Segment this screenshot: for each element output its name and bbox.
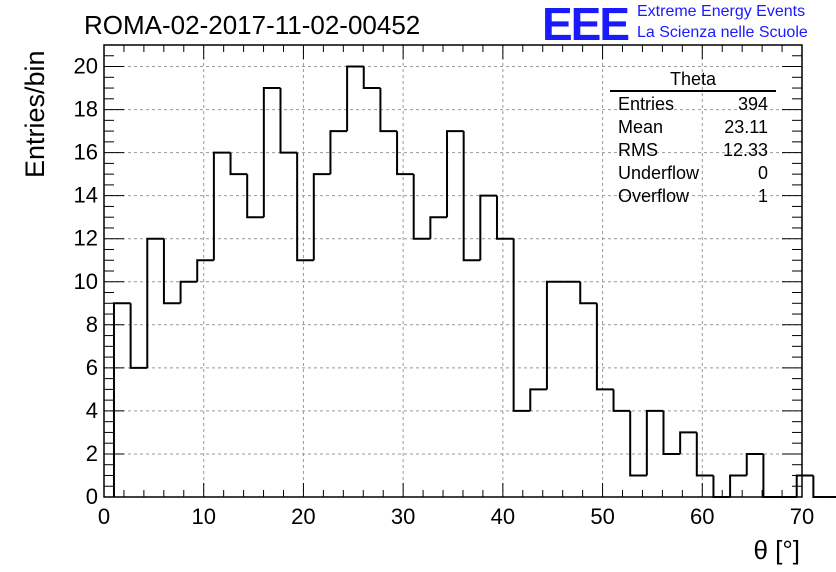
- grid-layer: [104, 45, 802, 497]
- stats-value: 12.33: [722, 140, 768, 160]
- histogram-bin: [179, 280, 198, 304]
- histogram-bin: [729, 474, 747, 497]
- tick-layer: [103, 44, 803, 498]
- stats-label: Mean: [618, 117, 664, 137]
- x-tick-label: 40: [491, 504, 515, 529]
- y-tick-label: 8: [86, 312, 98, 337]
- histogram-bin: [346, 65, 364, 132]
- histogram-bin: [512, 238, 531, 412]
- histogram-bin: [396, 131, 414, 176]
- histogram-bin: [579, 281, 597, 305]
- stats-row-rms: RMS 12.33: [610, 139, 776, 162]
- histogram-bin: [645, 409, 664, 476]
- y-tick-label: 2: [86, 441, 98, 466]
- histogram-bin: [545, 280, 564, 390]
- histogram-bin: [412, 174, 431, 240]
- histogram-bin: [629, 410, 647, 477]
- stats-value: 23.11: [724, 117, 768, 137]
- y-tick-label: 4: [86, 398, 98, 423]
- y-tick-label: 14: [74, 183, 98, 208]
- logo-tagline-2: La Scienza nelle Scuole: [637, 24, 808, 41]
- x-axis-label: θ [°]: [753, 535, 800, 565]
- histogram-bin: [362, 66, 381, 90]
- histogram-bin: [162, 238, 181, 305]
- y-tick-label: 12: [74, 226, 98, 251]
- x-tick-label: 20: [291, 504, 315, 529]
- y-tick-label: 20: [74, 54, 98, 79]
- histogram-bin: [246, 174, 264, 219]
- histogram-bin: [229, 152, 248, 176]
- histogram-bin: [495, 195, 514, 240]
- histogram-bin: [479, 194, 497, 261]
- x-tick-label: 70: [790, 504, 814, 529]
- histogram-bin: [146, 237, 164, 368]
- stats-row-entries: Entries 394: [610, 93, 776, 116]
- histogram-bin: [212, 151, 231, 261]
- y-tick-label: 6: [86, 355, 98, 380]
- histogram-layer: [112, 65, 836, 498]
- x-tick-label: 30: [391, 504, 415, 529]
- histogram-bin: [312, 173, 331, 261]
- histogram-bin: [812, 475, 831, 498]
- stats-divider: [610, 90, 776, 92]
- histogram-bin: [446, 130, 464, 218]
- histogram-bin: [262, 87, 281, 218]
- histogram-bin: [662, 410, 681, 455]
- stats-label: RMS: [618, 140, 658, 160]
- y-tick-label: 18: [74, 97, 98, 122]
- stats-label: Entries: [618, 94, 675, 114]
- x-tick-label: 10: [191, 504, 215, 529]
- y-tick-label: 10: [74, 269, 98, 294]
- histogram-bin: [429, 216, 448, 239]
- stats-row-mean: Mean 23.11: [610, 116, 776, 139]
- histogram-bin: [612, 389, 631, 412]
- histogram-bin: [379, 88, 398, 133]
- y-tick-label: 16: [74, 140, 98, 165]
- histogram-bin: [745, 452, 764, 476]
- eee-logo: EEE: [542, 0, 630, 50]
- histogram-bin: [695, 432, 714, 477]
- y-axis-label: Entries/bin: [20, 50, 50, 178]
- histogram-bin: [529, 388, 547, 411]
- run-title: ROMA-02-2017-11-02-00452: [84, 10, 421, 40]
- x-tick-label: 50: [590, 504, 614, 529]
- stats-value: 1: [757, 186, 768, 206]
- stats-value: 0: [757, 163, 768, 183]
- stats-title: Theta: [669, 69, 717, 89]
- stats-row-overflow: Overflow 1: [610, 185, 776, 208]
- histogram-bin: [129, 303, 148, 369]
- histogram-bin: [595, 303, 614, 391]
- histogram-bin: [296, 152, 314, 262]
- x-tick-label: 0: [98, 504, 110, 529]
- histogram-bin: [329, 130, 348, 175]
- histogram-bin: [196, 259, 214, 282]
- y-tick-label: 0: [86, 484, 98, 509]
- logo-tagline-1: Extreme Energy Events: [637, 3, 806, 20]
- stats-row-underflow: Underflow 0: [610, 162, 776, 185]
- stats-box: Theta Entries 394 Mean 23.11 RMS 12.33 U…: [610, 69, 776, 208]
- histogram-bin: [462, 131, 481, 262]
- histogram-bin: [679, 431, 697, 454]
- stats-value: 394: [737, 94, 768, 114]
- x-tick-label: 60: [690, 504, 714, 529]
- histogram-bin: [279, 88, 298, 154]
- stats-label: Underflow: [618, 163, 700, 183]
- stats-label: Overflow: [618, 186, 690, 206]
- histogram-bin: [762, 453, 781, 498]
- histogram-bin: [112, 302, 131, 497]
